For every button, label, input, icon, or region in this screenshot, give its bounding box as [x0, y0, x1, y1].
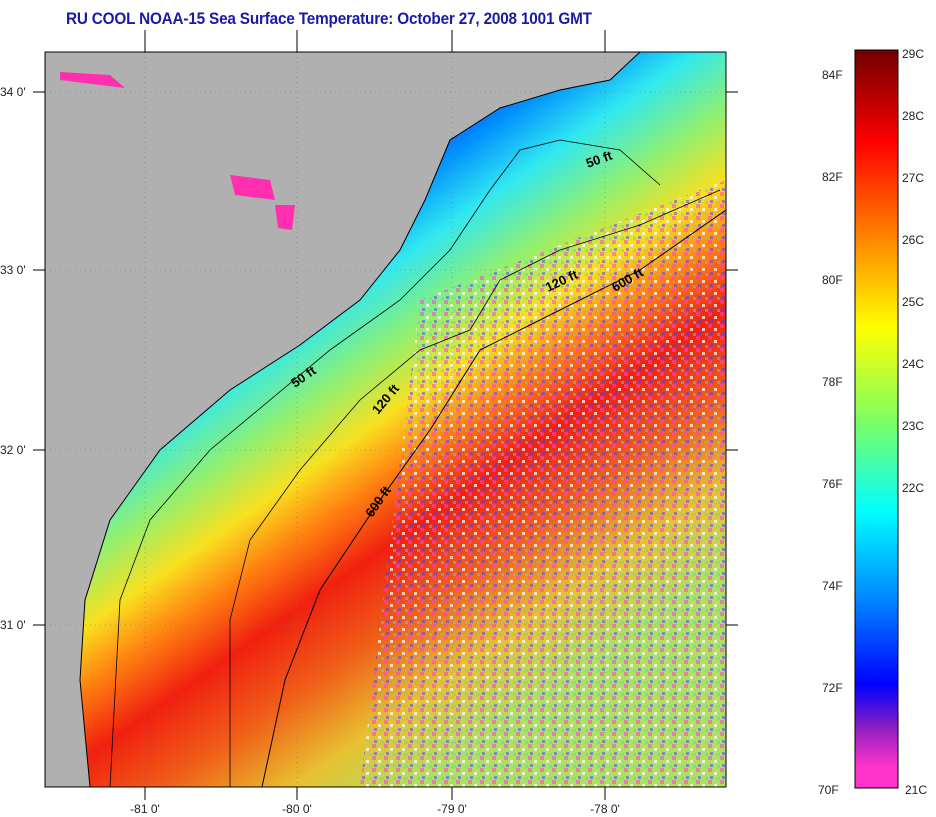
chart-title: RU COOL NOAA-15 Sea Surface Temperature:…: [66, 9, 592, 28]
contour-120ft: [229, 189, 721, 787]
longitude-labels: -81 0' -80 0' -79 0' -78 0': [130, 802, 620, 816]
lat-label: 33 0': [0, 263, 26, 277]
inland-water: [60, 72, 295, 230]
coastline: [79, 52, 641, 787]
contour-50ft: [109, 139, 661, 787]
colorbar-f-label: 70F: [818, 783, 839, 797]
colorbar-scale: [854, 49, 899, 789]
colorbar-c-label: 25C: [902, 295, 924, 309]
colorbar-f-label: 84F: [822, 68, 843, 82]
colorbar-f-label: 82F: [822, 170, 843, 184]
cloud-noise-region: [360, 180, 726, 787]
colorbar-f-label: 78F: [822, 375, 843, 389]
colorbar-c-label: 26C: [902, 233, 924, 247]
lon-label: -81 0': [130, 802, 160, 816]
axis-ticks: [33, 30, 738, 800]
colorbar-c-label: 27C: [902, 171, 924, 185]
lon-label: -78 0': [590, 802, 620, 816]
colorbar-f-label: 76F: [822, 477, 843, 491]
colorbar-f-label: 72F: [822, 681, 843, 695]
colorbar-fahrenheit-labels: 84F 82F 80F 78F 76F 74F 72F 70F: [818, 68, 843, 797]
lat-label: 34 0': [0, 85, 26, 99]
colorbar: 84F 82F 80F 78F 76F 74F 72F 70F 29C 28C …: [818, 47, 927, 797]
colorbar-celsius-labels: 29C 28C 27C 26C 25C 24C 23C 22C 21C: [902, 47, 927, 797]
colorbar-c-label: 29C: [902, 47, 924, 61]
colorbar-c-label: 24C: [902, 357, 924, 371]
lon-label: -80 0': [282, 802, 312, 816]
lon-label: -79 0': [437, 802, 467, 816]
grid-lines: [45, 52, 726, 787]
lat-label: 31 0': [0, 618, 26, 632]
map-area: [45, 52, 726, 787]
colorbar-f-label: 80F: [822, 273, 843, 287]
map-frame: [44, 51, 727, 788]
lat-label: 32 0': [0, 443, 26, 457]
colorbar-c-label: 21C: [905, 783, 927, 797]
land: [45, 52, 640, 787]
colorbar-f-label: 74F: [822, 579, 843, 593]
contour-600ft: [261, 209, 726, 787]
colorbar-c-label: 28C: [902, 109, 924, 123]
colorbar-c-label: 23C: [902, 419, 924, 433]
latitude-labels: 34 0' 33 0' 32 0' 31 0': [0, 85, 26, 632]
colorbar-c-label: 22C: [902, 481, 924, 495]
